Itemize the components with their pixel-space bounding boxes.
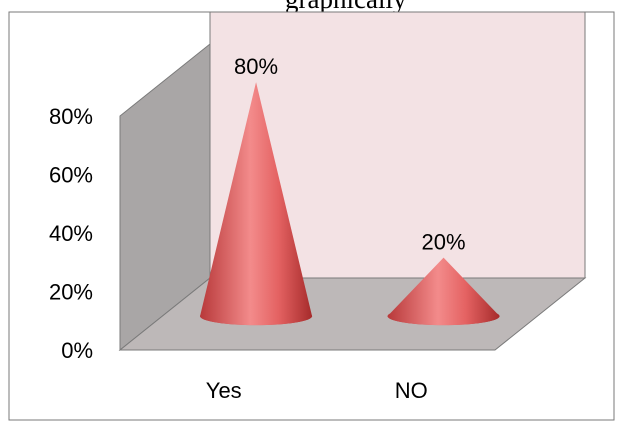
cone-yes: 80% xyxy=(200,54,313,326)
page-caption-fragment: graphically xyxy=(285,0,615,12)
cone-body xyxy=(387,257,500,326)
x-tick-label: Yes xyxy=(206,378,242,403)
data-label: 20% xyxy=(422,230,466,255)
y-tick-label: 20% xyxy=(49,280,93,305)
x-axis: Yes NO xyxy=(206,378,428,403)
y-tick-label: 80% xyxy=(49,104,93,129)
y-axis: 0% 20% 40% 60% 80% xyxy=(49,104,93,363)
cone-series: 80% 20% xyxy=(200,54,500,326)
plot-area xyxy=(118,11,587,352)
x-tick-label: NO xyxy=(395,378,428,403)
cone-body xyxy=(200,82,313,326)
cone-no: 20% xyxy=(387,230,500,326)
y-tick-label: 0% xyxy=(61,338,93,363)
y-tick-label: 60% xyxy=(49,163,93,188)
y-tick-label: 40% xyxy=(49,221,93,246)
data-label: 80% xyxy=(234,54,278,79)
